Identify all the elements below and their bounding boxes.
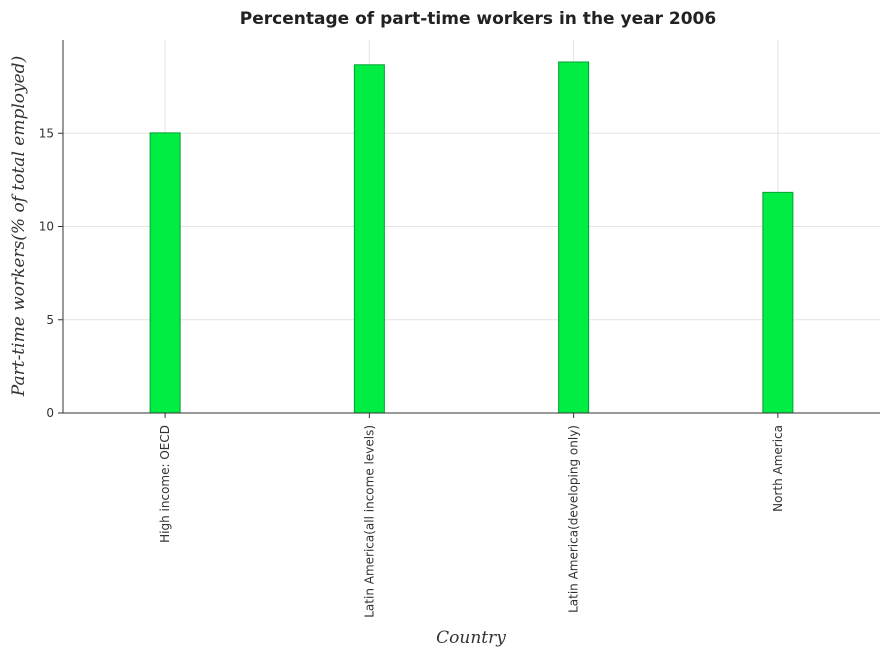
bar [762, 191, 794, 414]
x-tick-label: North America [771, 425, 785, 512]
y-tick-label: 15 [39, 126, 54, 140]
y-tick-label: 5 [46, 313, 54, 327]
bar [149, 132, 181, 414]
bar [558, 61, 590, 414]
horizontal-grid-lines [63, 132, 880, 414]
bars [149, 61, 794, 414]
bar [353, 64, 385, 414]
chart-title: Percentage of part-time workers in the y… [240, 9, 716, 29]
y-tick-label: 0 [46, 406, 54, 420]
x-tick-label: Latin America(developing only) [567, 425, 581, 613]
y-axis-label: Part-time workers(% of total employed) [9, 56, 29, 397]
x-axis-ticks: High income: OECD Latin America(all incom… [158, 413, 785, 618]
x-tick-label: Latin America(all income levels) [362, 425, 376, 618]
y-tick-label: 10 [39, 220, 54, 234]
y-axis-ticks: 0 5 10 15 [39, 126, 63, 420]
x-tick-label: High income: OECD [158, 425, 172, 543]
x-axis-label: Country [436, 628, 506, 648]
